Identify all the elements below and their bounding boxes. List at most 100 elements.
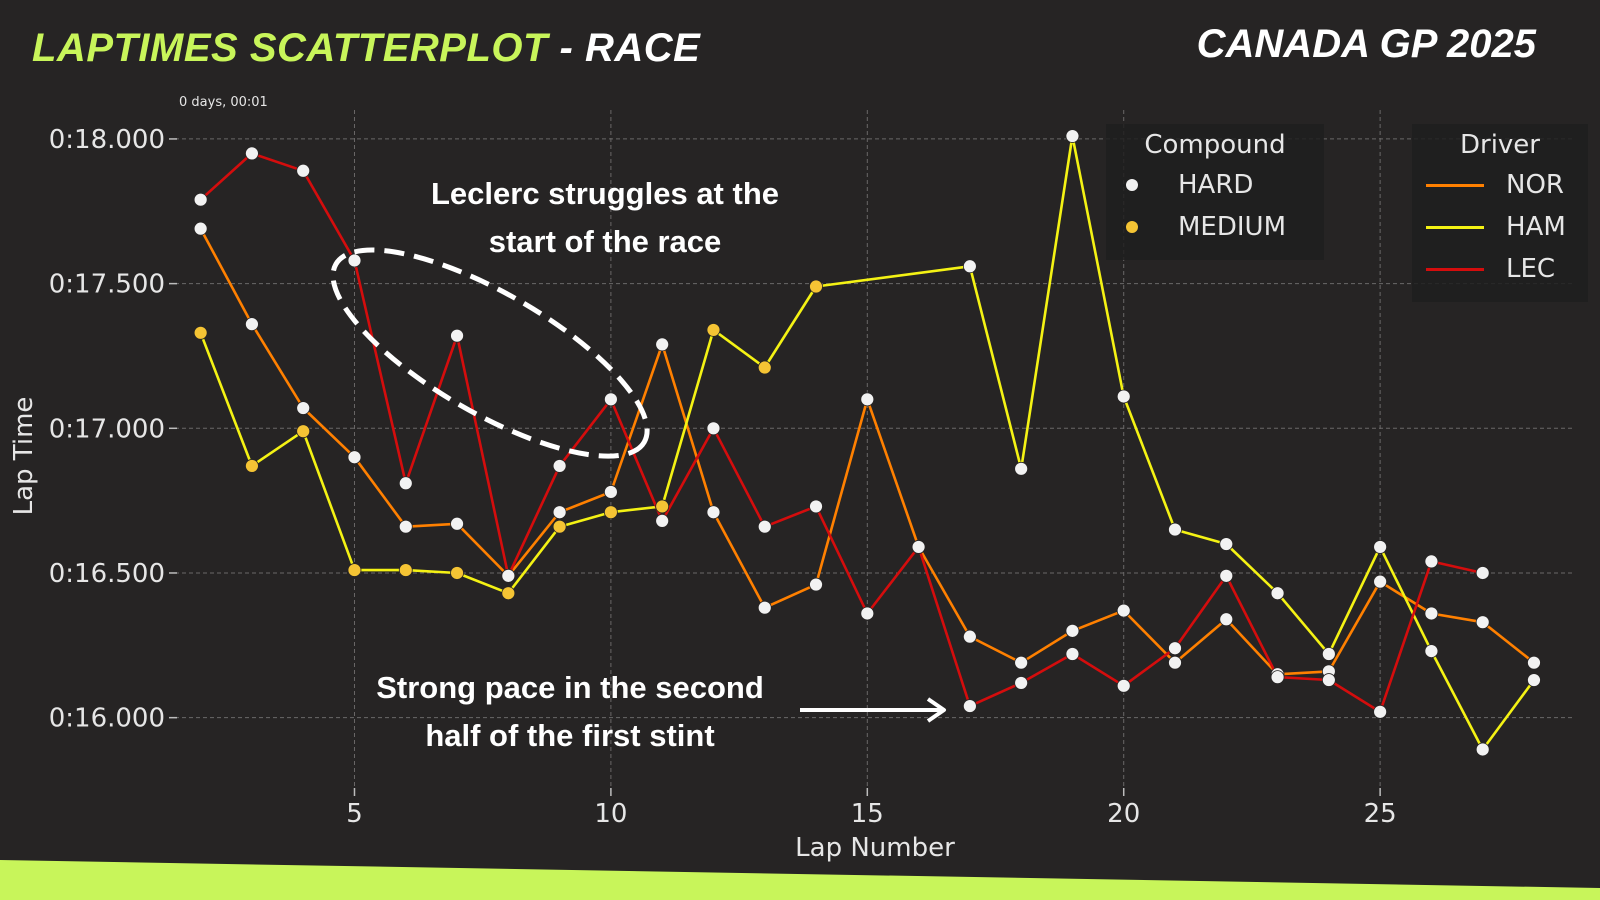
driver-legend-label: HAM <box>1506 212 1566 242</box>
compound-legend-label: MEDIUM <box>1178 212 1287 242</box>
annotation-leclerc: Leclerc struggles at the start of the ra… <box>380 170 830 266</box>
data-point-lec <box>1014 676 1029 690</box>
data-point-ham <box>1168 522 1182 537</box>
y-tick-label: 0:17.500 <box>49 270 165 300</box>
data-point-ham <box>1219 537 1234 551</box>
y-tick-label: 0:16.000 <box>49 704 165 734</box>
data-point-ham <box>1270 586 1285 601</box>
data-point-lec <box>809 499 823 514</box>
data-point-nor <box>860 392 875 407</box>
series-line-lec <box>199 152 1483 714</box>
data-point-ham <box>347 563 362 577</box>
data-point-ham <box>1065 129 1080 143</box>
data-point-lec <box>757 519 772 534</box>
data-point-ham <box>1373 540 1388 554</box>
driver-legend-entry: LEC <box>1426 248 1574 290</box>
arrow-head-icon <box>926 697 946 723</box>
driver-legend-title: Driver <box>1459 130 1540 160</box>
data-point-nor <box>193 221 208 236</box>
data-point-lec <box>655 513 670 528</box>
data-point-nor <box>245 317 259 332</box>
data-point-lec <box>1219 568 1234 583</box>
data-point-lec <box>450 328 464 343</box>
data-point-ham <box>706 323 721 337</box>
y-tick-label: 0:16.500 <box>49 559 165 589</box>
driver-legend: Driver NOR HAM LEC <box>1412 124 1588 302</box>
accent-strip <box>0 860 1600 900</box>
data-point-ham <box>501 586 516 601</box>
compound-legend: Compound HARD MEDIUM <box>1106 124 1324 260</box>
data-point-nor <box>347 450 362 465</box>
y-offset-label: 0 days, 00:01 <box>179 95 268 110</box>
compound-legend-entry: HARD <box>1120 164 1310 206</box>
data-point-lec <box>860 606 875 621</box>
event-title: CANADA GP 2025 <box>1196 22 1536 66</box>
data-point-lec <box>603 392 618 407</box>
data-point-lec <box>193 192 208 207</box>
chart-title-accent: LAPTIMES SCATTERPLOT <box>32 26 548 70</box>
data-point-lec <box>296 163 311 178</box>
data-point-lec <box>501 568 516 583</box>
data-point-lec <box>1321 673 1336 687</box>
y-axis-label: Lap Time <box>9 397 39 516</box>
data-point-ham <box>757 360 772 375</box>
data-point-nor <box>1065 623 1080 638</box>
annotation-strong-pace-line1: Strong pace in the second <box>376 670 764 705</box>
data-point-nor <box>1424 606 1439 621</box>
y-tick-label: 0:18.000 <box>49 125 165 155</box>
data-point-ham <box>450 566 464 580</box>
data-point-ham <box>1527 673 1541 687</box>
data-point-lec <box>1270 670 1285 685</box>
data-point-nor <box>398 519 413 534</box>
data-point-nor <box>655 337 670 352</box>
data-point-nor <box>1168 655 1182 670</box>
data-point-lec <box>706 421 721 436</box>
data-point-ham <box>1475 742 1490 757</box>
data-point-lec <box>398 476 413 491</box>
x-tick-label: 10 <box>594 799 627 829</box>
medium-marker-icon <box>1126 221 1138 233</box>
data-point-nor <box>1014 655 1029 670</box>
annotation-shapes <box>330 247 946 723</box>
annotation-leclerc-line1: Leclerc struggles at the <box>430 176 779 211</box>
series-points <box>193 129 1541 757</box>
driver-legend-entry: HAM <box>1426 206 1574 248</box>
driver-legend-label: LEC <box>1506 254 1556 284</box>
data-point-ham <box>809 279 823 294</box>
data-point-nor <box>552 505 567 520</box>
data-point-ham <box>962 259 977 274</box>
data-point-nor <box>1373 574 1388 589</box>
driver-legend-entry: NOR <box>1426 164 1574 206</box>
data-point-nor <box>1116 603 1131 618</box>
y-tick-label: 0:17.000 <box>49 414 165 444</box>
data-point-nor <box>757 600 772 615</box>
data-point-ham <box>1116 389 1131 404</box>
chart-title-rest: - RACE <box>547 26 701 70</box>
data-point-lec <box>1065 647 1080 661</box>
data-point-ham <box>1014 461 1029 476</box>
nor-line-icon <box>1426 183 1484 187</box>
annotation-strong-pace-line2: half of the first stint <box>425 718 715 753</box>
compound-legend-entry: MEDIUM <box>1120 206 1310 248</box>
data-point-lec <box>1424 554 1439 569</box>
data-point-nor <box>1219 612 1234 627</box>
data-point-lec <box>347 253 362 268</box>
data-point-ham <box>552 519 567 534</box>
chart-title: LAPTIMES SCATTERPLOT - RACE <box>32 26 700 71</box>
compound-legend-label: HARD <box>1178 170 1254 200</box>
annotation-strong-pace: Strong pace in the second half of the fi… <box>330 664 810 760</box>
data-point-lec <box>1116 678 1131 693</box>
data-point-ham <box>193 325 208 340</box>
hard-marker-icon <box>1126 179 1138 191</box>
data-point-lec <box>552 459 567 473</box>
dashed-ellipse-annotation <box>330 247 650 459</box>
data-point-nor <box>1527 655 1541 670</box>
x-tick-label: 5 <box>346 799 363 829</box>
data-point-nor <box>706 505 721 520</box>
data-point-nor <box>962 629 977 644</box>
data-point-ham <box>398 563 413 577</box>
data-point-ham <box>1424 644 1439 659</box>
driver-legend-label: NOR <box>1506 170 1564 200</box>
data-point-nor <box>450 516 464 531</box>
x-tick-label: 25 <box>1364 799 1397 829</box>
